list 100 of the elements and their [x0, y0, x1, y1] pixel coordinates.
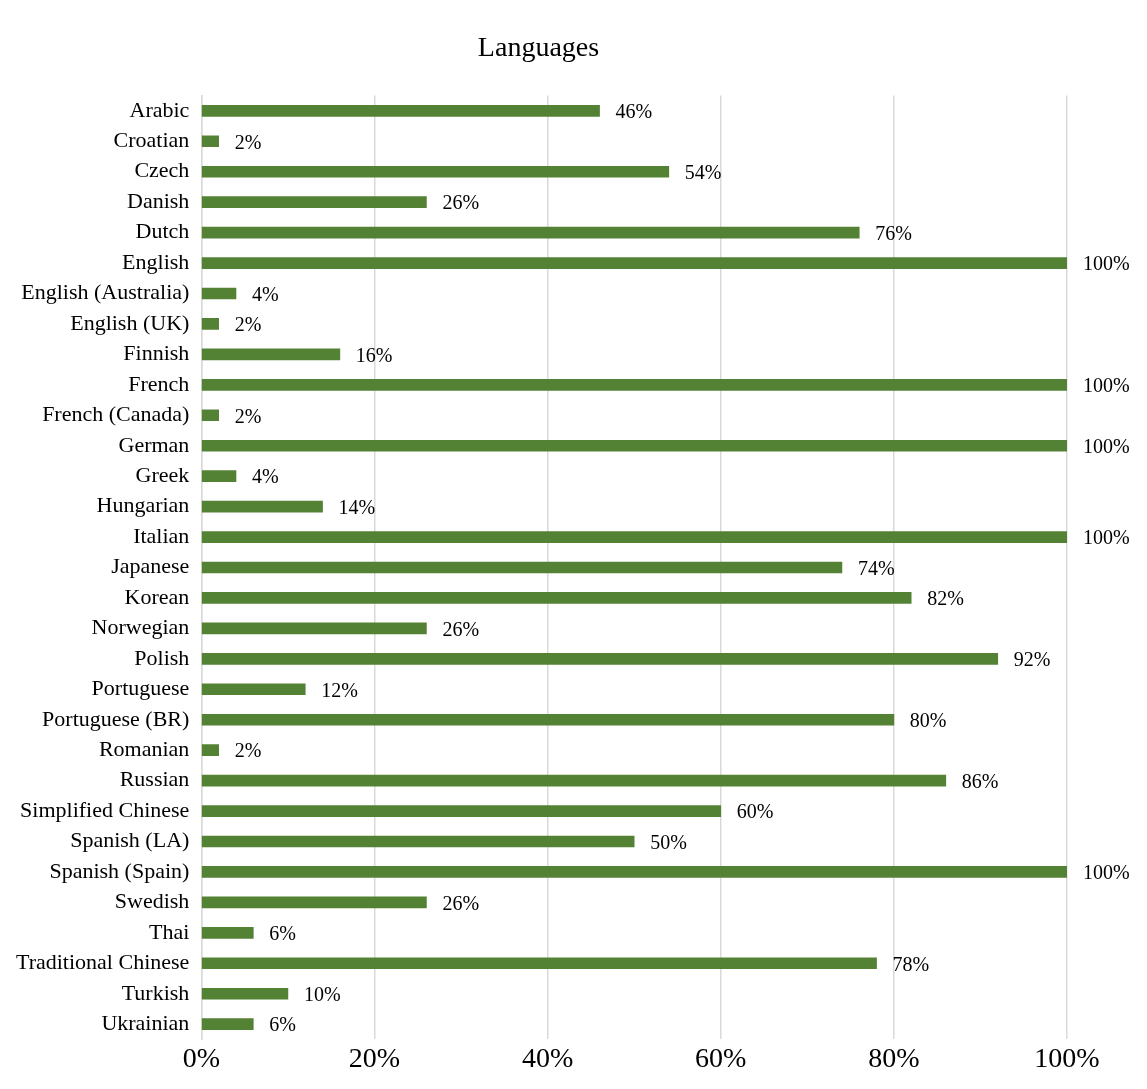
y-tick-label: Korean	[124, 583, 190, 609]
bar	[201, 713, 895, 726]
y-tick-label: Portuguese	[91, 675, 190, 701]
bar	[201, 226, 860, 239]
bar	[201, 592, 912, 604]
data-label: 100%	[1083, 374, 1130, 397]
bar	[201, 866, 1067, 878]
bar	[201, 104, 600, 117]
data-label: 6%	[269, 922, 296, 945]
data-label: 12%	[321, 678, 358, 701]
y-tick-label: Hungarian	[96, 492, 190, 518]
bar	[201, 622, 427, 635]
data-label: 4%	[251, 465, 279, 488]
y-tick-label: Greek	[135, 461, 190, 487]
data-label: 6%	[269, 1013, 296, 1036]
bar	[201, 257, 1067, 269]
bar	[201, 409, 219, 422]
y-tick-label: Spanish (LA)	[70, 827, 190, 853]
data-label: 100%	[1083, 861, 1130, 884]
bar	[201, 896, 427, 909]
data-label: 60%	[736, 800, 774, 823]
y-tick-label: Swedish	[114, 888, 190, 914]
y-tick-label: Norwegian	[91, 614, 190, 640]
bar	[201, 439, 1067, 452]
y-tick-label: Turkish	[121, 979, 190, 1005]
y-tick-label: Thai	[149, 918, 190, 944]
y-tick-label: Romanian	[98, 735, 190, 761]
bar	[201, 500, 323, 513]
data-label: 26%	[442, 891, 480, 914]
data-label: 86%	[961, 769, 999, 792]
data-label: 2%	[234, 739, 262, 762]
x-tick-label: 40%	[521, 1041, 574, 1073]
y-tick-label: Arabic	[129, 96, 190, 122]
bar	[201, 470, 237, 482]
x-tick-label: 60%	[695, 1041, 747, 1073]
y-tick-label: French	[128, 370, 190, 396]
bar	[201, 774, 947, 787]
data-label: 76%	[875, 221, 912, 244]
y-tick-label: Czech	[134, 157, 190, 183]
data-label: 74%	[857, 556, 895, 579]
data-label: 92%	[1013, 648, 1051, 671]
bar	[201, 987, 289, 1000]
data-label: 50%	[650, 830, 687, 853]
y-tick-label: Finnish	[123, 340, 190, 366]
data-label: 10%	[303, 982, 341, 1005]
y-tick-label: Simplified Chinese	[20, 796, 190, 822]
data-label: 14%	[338, 495, 376, 518]
y-tick-label: Portuguese (BR)	[42, 705, 190, 731]
bar	[201, 561, 843, 574]
data-label: 100%	[1083, 252, 1130, 275]
data-label: 4%	[251, 282, 279, 305]
y-tick-label: Danish	[127, 187, 190, 213]
bar	[201, 379, 1067, 391]
bar	[201, 318, 219, 330]
data-label: 82%	[927, 587, 964, 610]
y-tick-label: Traditional Chinese	[15, 949, 190, 975]
y-tick-label: English	[122, 248, 190, 274]
bar	[201, 531, 1067, 543]
bar	[201, 1018, 254, 1031]
y-tick-label: German	[118, 431, 190, 457]
y-tick-label: Italian	[133, 522, 190, 548]
x-tick-label: 100%	[1034, 1041, 1100, 1073]
y-tick-label: Ukrainian	[101, 1009, 190, 1035]
bar	[201, 927, 254, 939]
bar	[201, 165, 670, 178]
data-label: 16%	[355, 343, 393, 366]
data-label: 100%	[1083, 434, 1130, 457]
x-tick-label: 20%	[348, 1041, 401, 1073]
data-label: 80%	[909, 708, 947, 731]
data-label: 26%	[442, 191, 480, 214]
y-tick-label: Japanese	[111, 553, 190, 579]
x-tick-label: 0%	[182, 1041, 221, 1073]
bar	[201, 135, 219, 148]
y-tick-label: Spanish (Spain)	[49, 857, 190, 883]
bar	[201, 348, 341, 361]
data-label: 78%	[892, 952, 930, 975]
y-tick-label: Russian	[119, 766, 190, 792]
y-tick-label: English (UK)	[70, 309, 190, 335]
y-tick-label: Dutch	[135, 218, 190, 244]
data-label: 46%	[615, 100, 653, 123]
data-label: 2%	[234, 404, 262, 427]
chart-title: Languages	[477, 31, 600, 63]
data-label: 2%	[234, 313, 262, 336]
y-tick-label: French (Canada)	[42, 401, 190, 427]
y-tick-label: English (Australia)	[21, 279, 190, 305]
y-tick-label: Croatian	[113, 127, 190, 153]
bar	[201, 744, 219, 756]
data-label: 54%	[684, 160, 722, 183]
bar	[201, 805, 722, 817]
bar	[201, 287, 237, 300]
data-label: 2%	[234, 130, 262, 153]
data-label: 100%	[1083, 526, 1130, 549]
bar	[201, 835, 635, 848]
bar	[201, 683, 306, 696]
bar	[201, 957, 877, 970]
bar	[201, 196, 427, 208]
bar	[201, 653, 999, 665]
data-label: 26%	[442, 617, 480, 640]
y-tick-label: Polish	[134, 644, 190, 670]
x-tick-label: 80%	[868, 1041, 920, 1073]
